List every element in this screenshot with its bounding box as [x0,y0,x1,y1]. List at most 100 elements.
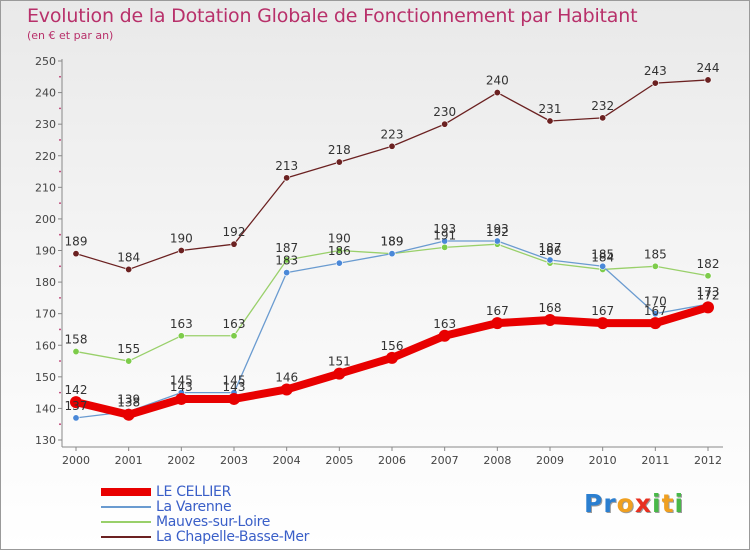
point-le-cellier-2002 [175,392,188,405]
data-label-le-cellier-2009: 168 [539,301,562,315]
y-minor-tick-145 [59,391,61,394]
data-label-le-cellier-2000: 142 [65,383,88,397]
point-la-chapelle-basse-mer-2011 [651,79,659,87]
proxiti-logo: Proxiti [584,489,684,518]
data-label-mauves-sur-loire-2001: 155 [117,342,140,356]
y-tick-label-130: 130 [35,434,56,447]
point-mauves-sur-loire-2012 [704,272,712,280]
data-label-mauves-sur-loire-2012: 182 [697,257,720,271]
point-le-cellier-2012 [702,301,714,314]
data-label-mauves-sur-loire-2005: 190 [328,232,351,246]
logo-letter: i [674,489,685,518]
point-le-cellier-2003 [228,392,240,405]
data-label-la-varenne-2005: 186 [328,244,351,258]
x-tick-label-2007: 2007 [431,454,459,467]
data-label-mauves-sur-loire-2000: 158 [65,333,88,347]
y-minor-tick-205 [59,202,61,205]
data-label-mauves-sur-loire-2008: 192 [486,225,509,239]
point-la-chapelle-basse-mer-2012 [704,76,712,84]
x-tick-label-2004: 2004 [273,454,301,467]
x-tick-label-2009: 2009 [536,454,564,467]
legend-label-la-chapelle-basse-mer: La Chapelle-Basse-Mer [156,529,310,545]
point-la-chapelle-basse-mer-2006 [388,142,396,150]
y-minor-tick-225 [59,139,61,141]
point-la-chapelle-basse-mer-2001 [125,265,133,273]
x-tick-label-2012: 2012 [694,454,722,467]
data-label-la-varenne-2006: 189 [381,235,404,249]
x-tick-label-2001: 2001 [115,454,143,467]
data-label-la-chapelle-basse-mer-2006: 223 [381,127,404,141]
point-le-cellier-2006 [386,351,398,364]
data-label-le-cellier-2001: 138 [117,396,140,410]
y-minor-tick-215 [59,170,61,173]
data-label-le-cellier-2005: 151 [328,355,351,369]
data-label-la-varenne-2001: 139 [117,393,140,407]
point-le-cellier-2001 [122,408,135,421]
legend-label-mauves-sur-loire: Mauves-sur-Loire [156,514,271,530]
y-tick-label-180: 180 [35,276,56,289]
point-mauves-sur-loire-2001 [125,357,133,365]
point-mauves-sur-loire-2011 [651,262,659,270]
y-minor-tick-235 [59,107,61,110]
point-le-cellier-2004 [280,383,293,396]
data-label-la-chapelle-basse-mer-2000: 189 [65,235,88,249]
point-la-chapelle-basse-mer-2009 [546,117,554,125]
point-le-cellier-2005 [333,367,346,380]
logo-letter: i [652,489,662,518]
x-tick-label-2005: 2005 [325,454,353,467]
data-label-la-varenne-2004: 183 [275,254,298,268]
y-tick-label-150: 150 [35,371,56,384]
point-la-chapelle-basse-mer-2007 [441,120,449,128]
x-tick-label-2002: 2002 [167,454,195,467]
point-la-varenne-2010 [599,262,607,270]
point-mauves-sur-loire-2000 [72,348,80,356]
data-label-le-cellier-2002: 143 [170,380,193,394]
legend-swatch-mauves-sur-loire [101,521,151,523]
point-la-varenne-2008 [493,237,501,245]
y-minor-tick-175 [59,296,61,299]
legend-swatch-la-chapelle-basse-mer [101,536,151,538]
y-tick-label-230: 230 [35,118,56,131]
y-minor-tick-245 [59,75,61,78]
data-label-la-varenne-2008: 193 [486,222,509,236]
data-label-la-chapelle-basse-mer-2003: 192 [223,225,246,239]
point-la-chapelle-basse-mer-2004 [283,174,291,182]
point-mauves-sur-loire-2002 [177,332,185,340]
y-tick-label-140: 140 [35,402,56,415]
y-tick-label-220: 220 [35,150,56,163]
data-label-mauves-sur-loire-2007: 191 [433,228,456,242]
data-label-la-varenne-2012: 173 [697,285,720,299]
data-label-la-varenne-2003: 145 [223,374,246,388]
data-label-le-cellier-2008: 167 [486,304,509,318]
y-minor-tick-195 [59,233,61,236]
logo-letter: x [634,489,652,518]
chart-subtitle: (en € et par an) [27,29,114,42]
x-tick-label-2000: 2000 [62,454,90,467]
x-tick-label-2006: 2006 [378,454,406,467]
data-label-le-cellier-2003: 143 [223,380,246,394]
logo-letter: P [584,489,604,518]
data-label-la-varenne-2011: 170 [644,295,667,309]
point-la-chapelle-basse-mer-2003 [230,240,238,248]
x-tick-label-2011: 2011 [641,454,669,467]
point-mauves-sur-loire-2003 [230,332,238,340]
data-label-le-cellier-2004: 146 [275,370,298,384]
point-le-cellier-2009 [544,313,556,326]
logo-letter: o [616,489,635,518]
data-label-le-cellier-2010: 167 [591,304,614,318]
data-label-la-chapelle-basse-mer-2011: 243 [644,64,667,78]
y-minor-tick-185 [59,265,61,268]
y-tick-label-210: 210 [35,181,56,194]
point-la-chapelle-basse-mer-2005 [335,158,343,166]
logo-letter: t [661,489,675,518]
data-label-la-varenne-2002: 145 [170,374,193,388]
point-la-varenne-2004 [283,269,291,277]
point-mauves-sur-loire-2007 [441,243,449,251]
point-la-varenne-2007 [441,237,449,245]
point-mauves-sur-loire-2005 [335,247,343,255]
data-label-mauves-sur-loire-2004: 187 [275,241,298,255]
legend-swatch-le-cellier [101,488,151,496]
point-la-varenne-2000 [72,414,80,422]
y-tick-label-170: 170 [35,308,56,321]
